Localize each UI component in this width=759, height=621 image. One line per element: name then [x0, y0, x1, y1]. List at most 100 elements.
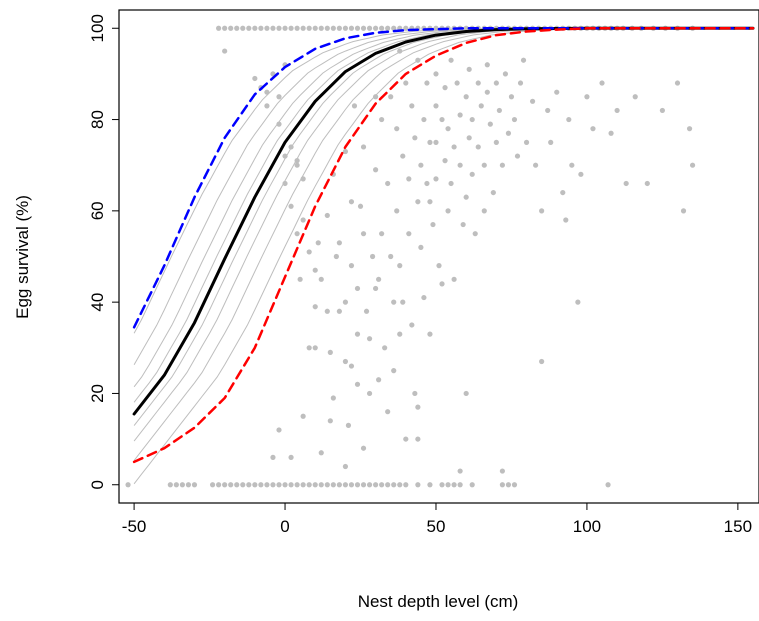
point-150 — [560, 189, 566, 196]
point-31 — [330, 395, 336, 401]
point-38 — [345, 422, 352, 428]
point-4 — [264, 103, 270, 109]
point-78 — [409, 103, 415, 109]
point-top-26 — [373, 25, 379, 31]
point-139 — [514, 153, 521, 159]
point-top-9 — [270, 25, 276, 31]
point-58 — [379, 116, 385, 123]
point-75 — [403, 436, 409, 442]
point-top-29 — [391, 25, 397, 31]
point-108 — [451, 144, 457, 150]
point-bottom-12 — [246, 482, 252, 488]
point-47 — [360, 144, 367, 150]
y-tick-label-0: 0 — [88, 480, 107, 489]
point-bottom-24 — [318, 482, 324, 488]
point-9 — [282, 153, 288, 159]
point-148 — [548, 139, 554, 145]
x-axis: -50 0 50 100 150 — [122, 503, 752, 536]
point-119 — [469, 171, 475, 177]
point-bottom-43 — [451, 482, 457, 488]
envelope-curve-0 — [133, 27, 753, 334]
y-tick-label-5: 100 — [88, 14, 107, 42]
point-10 — [282, 180, 288, 187]
point-33 — [336, 240, 342, 246]
point-bottom-45 — [469, 482, 475, 488]
point-50 — [366, 336, 373, 342]
point-53 — [373, 94, 379, 100]
point-146 — [539, 358, 545, 365]
point-top-8 — [264, 25, 270, 31]
point-141 — [520, 57, 527, 63]
point-19 — [306, 249, 312, 255]
point-top-31 — [403, 25, 409, 31]
point-154 — [575, 299, 581, 305]
point-bottom-15 — [264, 482, 270, 488]
point-bottom-42 — [445, 482, 451, 488]
point-172 — [300, 413, 306, 419]
point-130 — [493, 80, 499, 86]
point-140 — [517, 80, 524, 86]
point-top-6 — [252, 25, 258, 31]
point-107 — [448, 57, 454, 63]
point-84 — [415, 404, 421, 410]
point-97 — [433, 139, 439, 145]
point-top-36 — [433, 25, 439, 31]
point-144 — [533, 162, 539, 168]
point-top-4 — [240, 25, 246, 31]
point-13 — [294, 158, 300, 164]
point-bottom-3 — [179, 482, 185, 488]
y-tick-label-2: 40 — [88, 293, 107, 312]
point-95 — [433, 71, 439, 77]
point-177 — [415, 436, 421, 442]
point-68 — [394, 208, 400, 214]
point-37 — [342, 358, 349, 365]
point-top-20 — [336, 25, 342, 31]
point-bottom-33 — [373, 482, 379, 488]
point-bottom-48 — [511, 482, 518, 488]
point-161 — [623, 180, 629, 187]
point-bottom-49 — [605, 482, 611, 488]
point-17 — [300, 176, 306, 182]
point-70 — [397, 263, 403, 269]
point-109 — [451, 276, 457, 282]
point-103 — [442, 158, 448, 164]
point-151 — [563, 217, 569, 223]
point-top-7 — [258, 25, 264, 31]
point-65 — [391, 299, 397, 305]
point-171 — [288, 454, 294, 460]
point-143 — [529, 98, 536, 104]
point-94 — [430, 221, 436, 228]
point-45 — [354, 381, 361, 387]
point-99 — [436, 263, 442, 269]
point-bottom-27 — [336, 482, 342, 488]
point-61 — [385, 409, 391, 415]
point-bottom-13 — [252, 482, 258, 488]
point-159 — [608, 130, 614, 136]
point-170 — [276, 427, 282, 433]
point-86 — [418, 244, 424, 250]
point-90 — [424, 180, 430, 187]
point-bottom-14 — [258, 482, 264, 488]
point-124 — [481, 162, 487, 168]
point-169 — [270, 454, 276, 460]
envelope-curve-3 — [133, 27, 753, 403]
point-32 — [333, 253, 339, 260]
point-top-10 — [276, 25, 282, 31]
point-111 — [457, 112, 463, 118]
point-113 — [460, 221, 466, 228]
scatter-layer — [125, 25, 696, 488]
envelope-curve-6 — [133, 27, 753, 461]
point-bottom-5 — [191, 482, 198, 488]
point-top-28 — [385, 25, 391, 31]
point-bottom-31 — [360, 482, 367, 488]
x-tick-label-1: 0 — [280, 517, 289, 536]
point-top-24 — [360, 25, 367, 31]
point-bottom-46 — [499, 482, 505, 488]
point-14 — [294, 162, 300, 168]
point-166 — [680, 208, 687, 214]
point-114 — [463, 94, 469, 100]
point-155 — [578, 171, 584, 177]
point-bottom-28 — [342, 482, 349, 488]
point-120 — [472, 231, 478, 237]
point-49 — [363, 308, 370, 314]
